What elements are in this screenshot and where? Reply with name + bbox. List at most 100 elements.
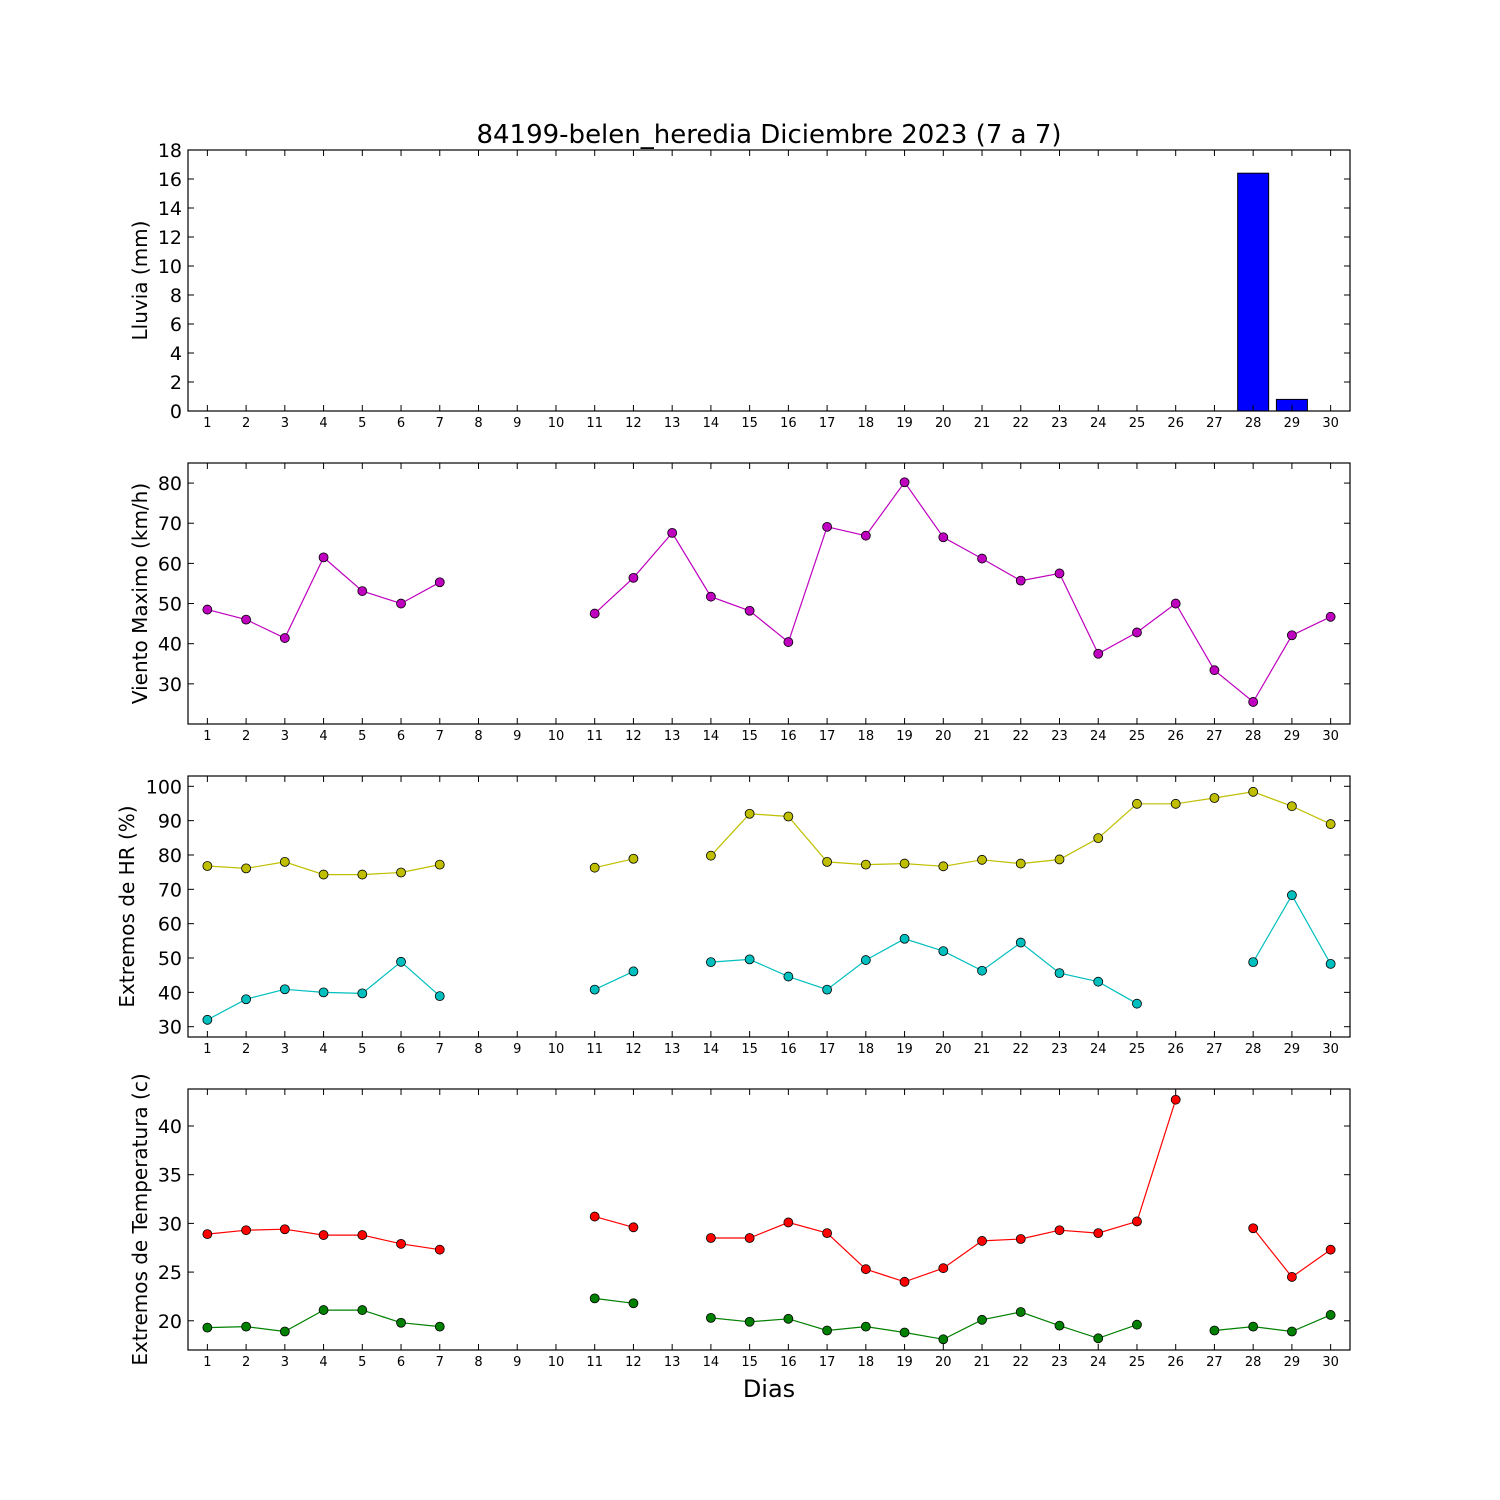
series-1-point-day-19 (899, 477, 910, 488)
series-1-point-day-15 (744, 808, 755, 819)
y-tick-label: 60 (158, 914, 182, 936)
y-tick-label: 35 (158, 1165, 182, 1187)
x-tick-label: 5 (358, 729, 366, 744)
series-1-point-day-29 (1287, 1272, 1297, 1282)
x-tick-label: 9 (513, 416, 521, 431)
series-1-point-day-7 (434, 859, 445, 870)
series-1-point-day-22 (1015, 858, 1026, 869)
x-tick-label: 21 (974, 1355, 991, 1370)
series-1-point-day-26 (1170, 598, 1181, 609)
x-tick-label: 10 (548, 729, 565, 744)
y-axis-label: Viento Maximo (km/h) (128, 483, 152, 704)
x-tick-label: 2 (242, 416, 250, 431)
series-1-point-day-29 (1287, 801, 1297, 812)
x-tick-label: 16 (780, 1042, 797, 1057)
y-axis-label: Extremos de Temperatura (c) (128, 1073, 152, 1365)
x-tick-label: 11 (586, 729, 603, 744)
y-tick-label: 25 (158, 1262, 182, 1284)
series-1-point-day-25 (1132, 627, 1142, 638)
x-tick-label: 28 (1245, 416, 1262, 431)
x-tick-label: 12 (625, 416, 642, 431)
y-tick-label: 12 (158, 227, 182, 249)
x-tick-label: 17 (819, 1355, 836, 1370)
series-1-line-4 (1252, 1227, 1331, 1278)
x-tick-label: 13 (664, 416, 681, 431)
x-tick-label: 19 (896, 1355, 913, 1370)
x-tick-label: 8 (474, 1042, 482, 1057)
series-1-point-day-19 (899, 1276, 910, 1287)
series-1-point-day-21 (977, 1236, 987, 1246)
x-tick-label: 25 (1129, 1355, 1146, 1370)
series-2-point-day-27 (1209, 1325, 1220, 1336)
series-1-point-day-22 (1015, 575, 1026, 586)
x-tick-label: 4 (319, 1042, 327, 1057)
x-tick-label: 24 (1090, 1355, 1107, 1370)
series-2-point-day-19 (899, 933, 910, 944)
y-axis-label: Extremos de HR (%) (115, 805, 139, 1007)
x-tick-label: 12 (625, 1355, 642, 1370)
series-2-point-day-6 (396, 956, 406, 967)
x-tick-label: 9 (513, 1355, 521, 1370)
series-1-point-day-19 (899, 858, 910, 869)
series-1-point-day-2 (241, 1225, 252, 1236)
series-2-point-day-15 (744, 954, 755, 965)
x-tick-label: 22 (1012, 729, 1029, 744)
x-tick-label: 6 (397, 729, 405, 744)
series-1-point-day-24 (1093, 833, 1104, 844)
x-tick-label: 16 (780, 1355, 797, 1370)
series-2-point-day-30 (1325, 1310, 1336, 1320)
x-tick-label: 11 (586, 1042, 603, 1057)
series-1-point-day-14 (706, 1233, 716, 1243)
x-tick-label: 1 (203, 416, 211, 431)
chart-title: 84199-belen_heredia Diciembre 2023 (7 a … (476, 120, 1061, 150)
series-2-point-day-3 (279, 984, 290, 995)
y-tick-label: 8 (170, 285, 182, 307)
x-tick-label: 15 (741, 416, 758, 431)
series-1-point-day-17 (822, 856, 832, 867)
x-tick-label: 9 (513, 1042, 521, 1057)
x-tick-label: 19 (896, 416, 913, 431)
x-tick-label: 30 (1322, 729, 1339, 744)
series-1-point-day-24 (1093, 648, 1104, 659)
series-1-point-day-30 (1325, 611, 1336, 622)
x-tick-label: 18 (858, 729, 875, 744)
y-tick-label: 18 (158, 140, 182, 162)
series-1-point-day-6 (396, 1238, 406, 1249)
x-tick-label: 22 (1012, 416, 1029, 431)
series-1-point-day-12 (628, 1222, 639, 1233)
series-2-point-day-16 (783, 1313, 794, 1324)
y-tick-label: 40 (158, 982, 182, 1004)
x-tick-label: 18 (858, 1355, 875, 1370)
series-2-point-day-19 (899, 1327, 910, 1338)
series-1-line-3 (710, 791, 1331, 867)
series-1-point-day-1 (202, 604, 213, 615)
x-tick-label: 3 (281, 1355, 289, 1370)
x-tick-label: 13 (664, 1042, 681, 1057)
x-tick-label: 29 (1284, 1042, 1301, 1057)
series-1-point-day-5 (357, 586, 368, 596)
series-2-point-day-5 (357, 1305, 368, 1315)
x-tick-label: 8 (474, 416, 482, 431)
series-1-point-day-16 (783, 637, 794, 647)
x-tick-label: 7 (436, 416, 444, 431)
x-tick-label: 14 (703, 729, 720, 744)
series-1-point-day-23 (1054, 568, 1065, 579)
y-tick-label: 50 (158, 948, 182, 970)
x-tick-label: 8 (474, 1355, 482, 1370)
series-1-point-day-18 (860, 530, 871, 541)
series-2-point-day-12 (628, 1298, 639, 1309)
x-tick-label: 24 (1090, 416, 1107, 431)
series-2-point-day-28 (1248, 957, 1259, 968)
y-tick-label: 20 (158, 1311, 182, 1333)
series-1-point-day-21 (977, 854, 987, 865)
series-1-point-day-28 (1248, 786, 1259, 797)
series-2-point-day-5 (357, 988, 368, 999)
series-2-point-day-25 (1132, 998, 1142, 1009)
series-1-point-day-27 (1209, 793, 1220, 803)
series-1-point-day-16 (783, 1217, 794, 1228)
series-2-point-day-15 (744, 1316, 755, 1327)
x-tick-label: 5 (358, 1355, 366, 1370)
series-2-line-3 (710, 938, 1138, 1005)
x-tick-label: 23 (1051, 416, 1068, 431)
